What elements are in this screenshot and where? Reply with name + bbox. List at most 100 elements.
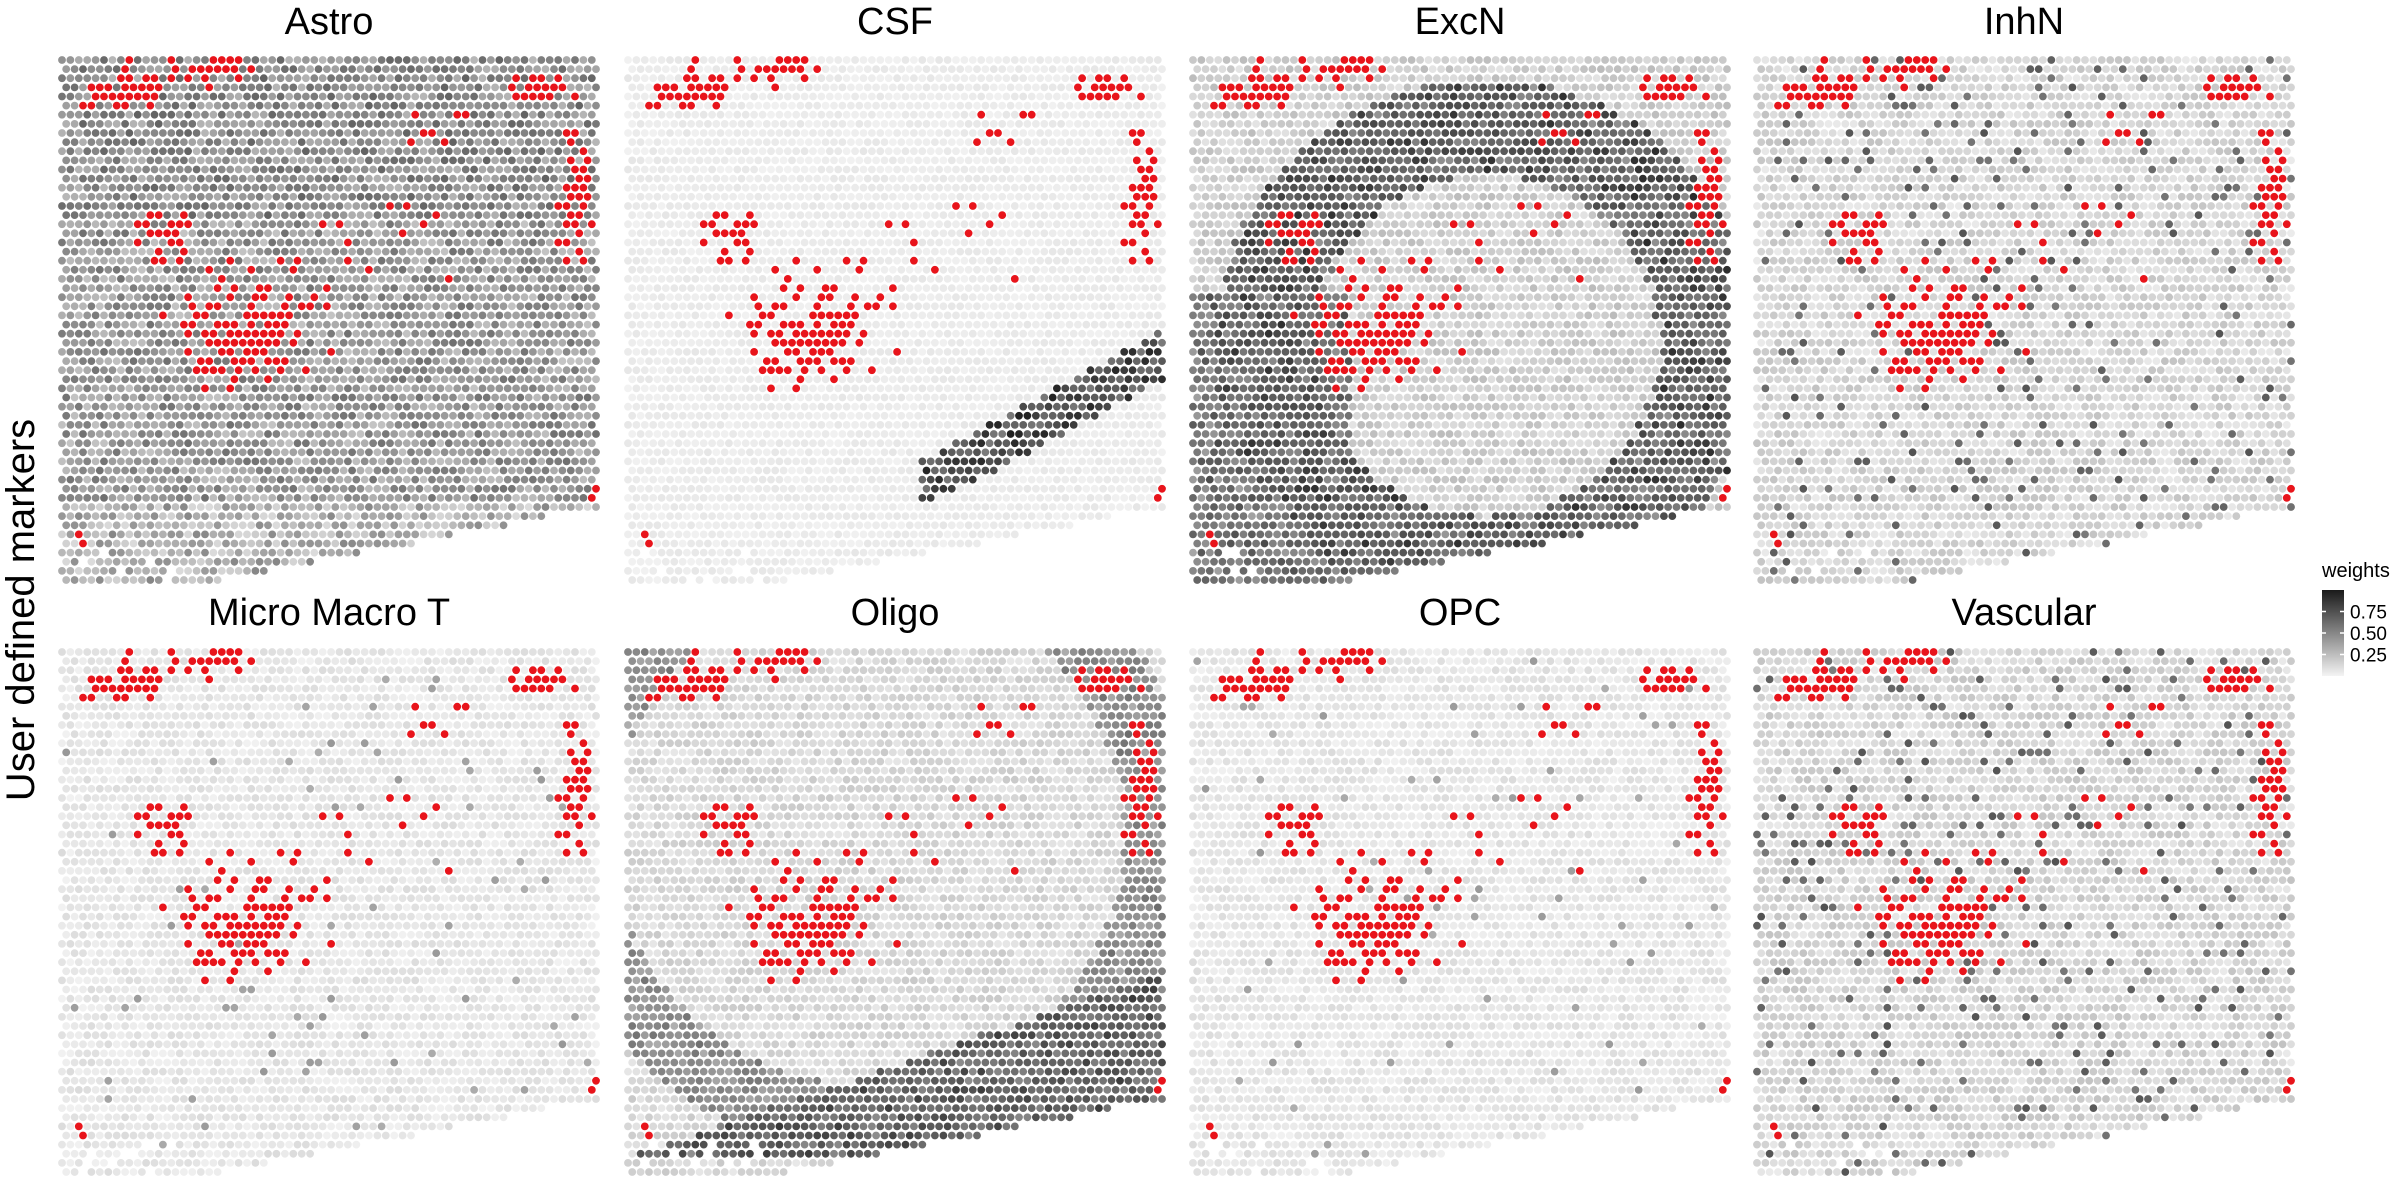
spot (416, 211, 424, 219)
spot (163, 65, 171, 73)
spot (71, 229, 79, 237)
spot (75, 184, 83, 192)
spot (559, 138, 567, 146)
spot (205, 211, 213, 219)
spot (458, 211, 466, 219)
spot (117, 147, 125, 155)
spot (529, 184, 537, 192)
spot (188, 120, 196, 128)
spot (504, 56, 512, 64)
spot (117, 239, 125, 247)
spot (239, 138, 247, 146)
spot (155, 157, 163, 165)
spot (340, 84, 348, 92)
spot (567, 175, 575, 183)
spot (315, 138, 323, 146)
spot (235, 220, 243, 228)
spot (83, 74, 91, 82)
spot (243, 129, 251, 137)
spot (117, 93, 125, 101)
spot (323, 120, 331, 128)
spot (424, 157, 432, 165)
spot (336, 56, 344, 64)
spot (386, 129, 394, 137)
spot (516, 193, 524, 201)
spot (462, 93, 470, 101)
spot (529, 220, 537, 228)
spot (369, 239, 377, 247)
spot (294, 56, 302, 64)
spot (533, 120, 541, 128)
spot (588, 74, 596, 82)
spot (378, 202, 386, 210)
spot (83, 220, 91, 228)
spot (542, 138, 550, 146)
spot (382, 138, 390, 146)
spot (458, 157, 466, 165)
spot (130, 229, 138, 237)
spot (319, 147, 327, 155)
spot (239, 175, 247, 183)
spot (134, 239, 142, 247)
spot (516, 102, 524, 110)
spot (281, 211, 289, 219)
spot (525, 175, 533, 183)
spot (542, 157, 550, 165)
spot (277, 166, 285, 174)
spot (500, 175, 508, 183)
spot (437, 129, 445, 137)
spot (504, 220, 512, 228)
spot (256, 175, 264, 183)
spot (537, 93, 545, 101)
spot (428, 184, 436, 192)
spot (382, 120, 390, 128)
spot (71, 102, 79, 110)
spot (306, 175, 314, 183)
spot (62, 102, 70, 110)
spot (411, 56, 419, 64)
spot (336, 93, 344, 101)
spot (382, 175, 390, 183)
spot (441, 65, 449, 73)
spot (453, 74, 461, 82)
spot (584, 157, 592, 165)
spot (474, 102, 482, 110)
spot (100, 147, 108, 155)
spot (58, 166, 66, 174)
spot (525, 157, 533, 165)
spot (537, 129, 545, 137)
spot (458, 65, 466, 73)
spot (432, 229, 440, 237)
spot (113, 175, 121, 183)
spot (525, 211, 533, 219)
spot (260, 220, 268, 228)
spot (302, 93, 310, 101)
spot (226, 93, 234, 101)
spot (205, 193, 213, 201)
spot (512, 184, 520, 192)
spot (453, 56, 461, 64)
spot (176, 220, 184, 228)
spot (138, 193, 146, 201)
spot (407, 65, 415, 73)
spot (369, 220, 377, 228)
spot (411, 93, 419, 101)
spot (289, 229, 297, 237)
spot (357, 211, 365, 219)
spot (357, 84, 365, 92)
spot (416, 193, 424, 201)
spot (428, 220, 436, 228)
spot (386, 166, 394, 174)
spot (310, 184, 318, 192)
spot (142, 166, 150, 174)
spot (403, 129, 411, 137)
spot (71, 157, 79, 165)
spot (327, 220, 335, 228)
spot (109, 202, 117, 210)
spot (319, 220, 327, 228)
spot (67, 239, 75, 247)
spot (567, 102, 575, 110)
spot (546, 220, 554, 228)
spot (521, 93, 529, 101)
spot (550, 65, 558, 73)
